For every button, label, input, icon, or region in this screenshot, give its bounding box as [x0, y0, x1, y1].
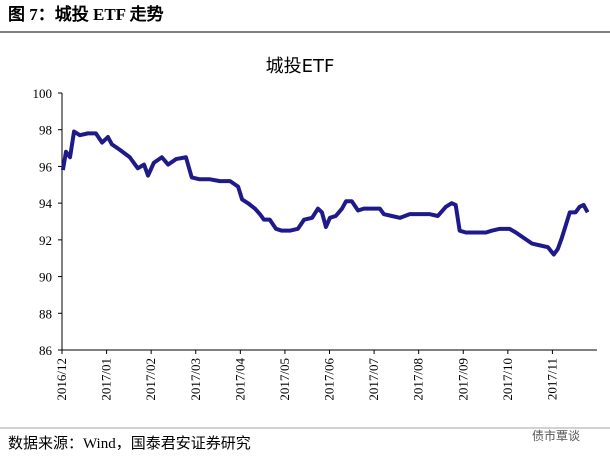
x-tick-label: 2017/11	[544, 358, 559, 400]
y-tick-label: 86	[39, 343, 53, 358]
chart-title: 城投ETF	[266, 56, 335, 77]
header-title: 图 7：城投 ETF 走势	[8, 4, 164, 24]
source: 数据来源：Wind，国泰君安证券研究	[8, 435, 251, 452]
x-tick-label: 2017/10	[500, 358, 515, 401]
x-tick-label: 2017/02	[143, 358, 158, 401]
x-tick-label: 2017/07	[366, 358, 381, 401]
x-tick-label: 2017/03	[188, 358, 203, 401]
x-tick-label: 2017/04	[232, 358, 247, 401]
x-tick-label: 2017/09	[455, 358, 470, 401]
y-tick-label: 98	[39, 123, 52, 138]
watermark: 债市覃谈	[532, 428, 580, 443]
x-tick-label: 2017/08	[411, 358, 426, 401]
x-tick-label: 2017/06	[322, 358, 337, 401]
series-line	[60, 129, 590, 257]
y-tick-label: 100	[33, 86, 53, 101]
y-tick-label: 88	[39, 306, 52, 321]
x-tick-label: 2017/01	[99, 358, 114, 401]
x-tick-label: 2017/05	[277, 358, 292, 401]
y-tick-label: 94	[39, 196, 53, 211]
y-tick-label: 92	[39, 233, 52, 248]
y-tick-label: 96	[39, 159, 53, 174]
x-tick-label: 2016/12	[54, 358, 69, 401]
y-tick-label: 90	[39, 270, 52, 285]
